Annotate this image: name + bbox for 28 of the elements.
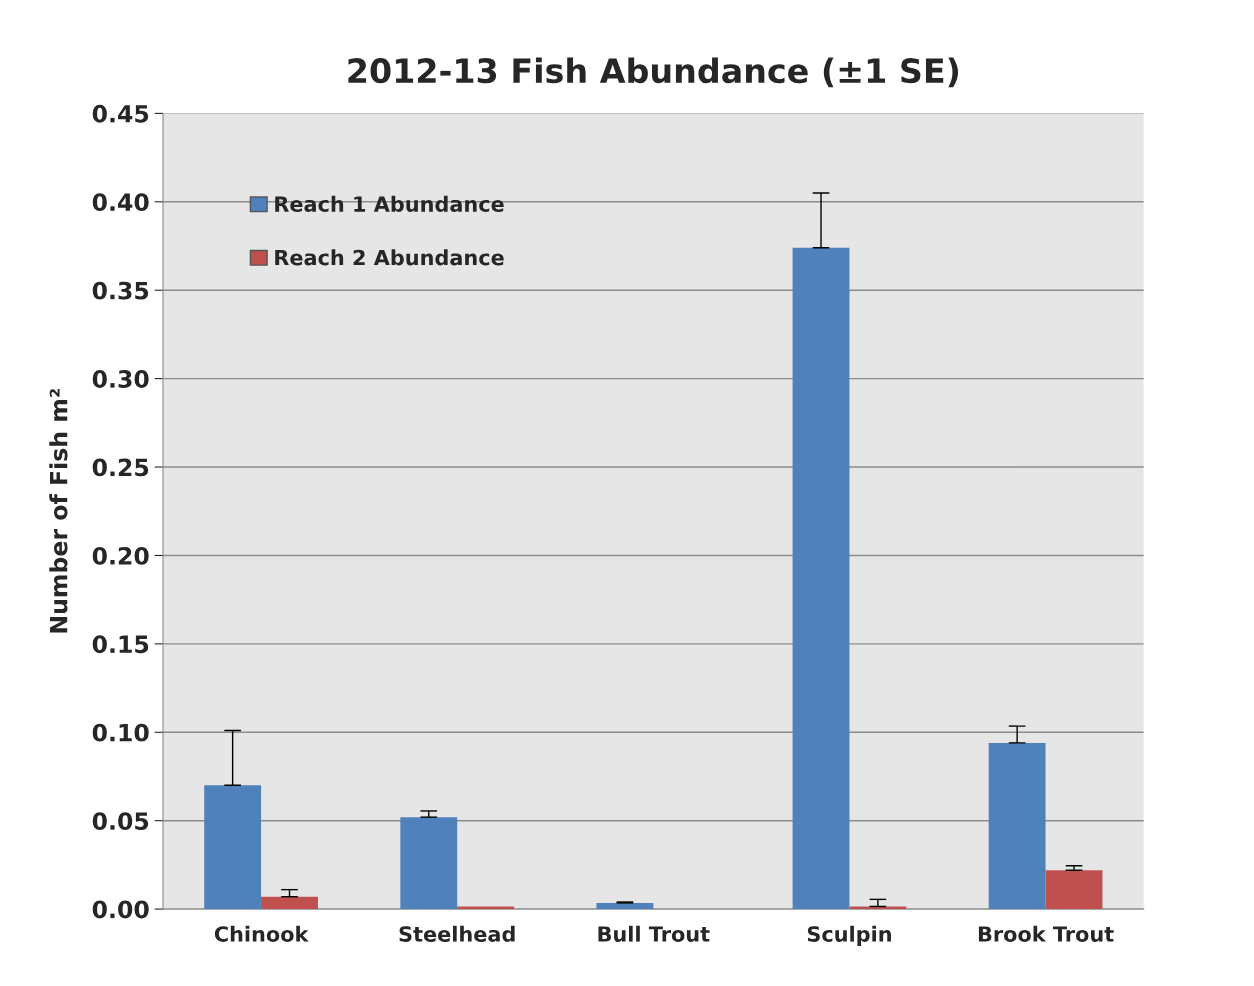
- y-tick-label: 0.20: [92, 546, 149, 565]
- y-tick-label: 0.30: [92, 370, 149, 388]
- bar: [1045, 870, 1103, 910]
- bar: [400, 817, 458, 910]
- y-axis-title: Number of Fish m²: [49, 389, 68, 633]
- y-tick-label: 0.40: [92, 193, 149, 212]
- bar: [596, 902, 654, 910]
- x-tick-label: Steelhead: [399, 925, 515, 942]
- y-tick-label: 0.15: [92, 635, 149, 654]
- y-tick-label: 0.00: [92, 900, 149, 919]
- y-tick-label: 0.10: [92, 723, 149, 742]
- legend-label: Reach 1 Abundance: [275, 195, 504, 212]
- y-tick-label: 0.45: [92, 104, 149, 123]
- bar: [792, 247, 850, 910]
- bar: [849, 906, 907, 910]
- bar: [988, 742, 1046, 910]
- x-tick-label: Chinook: [214, 925, 309, 942]
- x-tick-label: Sculpin: [807, 925, 891, 946]
- bar: [204, 785, 262, 910]
- y-tick-label: 0.35: [92, 281, 149, 300]
- x-tick-label: Bull Trout: [598, 925, 710, 942]
- bar: [457, 906, 515, 910]
- bar: [261, 896, 318, 910]
- y-tick-label: 0.05: [92, 812, 149, 830]
- chart-title: 2012-13 Fish Abundance (±1 SE): [348, 57, 959, 88]
- legend-label: Reach 2 Abundance: [275, 249, 504, 266]
- y-tick-label: 0.25: [92, 458, 149, 477]
- x-tick-label: Brook Trout: [978, 925, 1114, 942]
